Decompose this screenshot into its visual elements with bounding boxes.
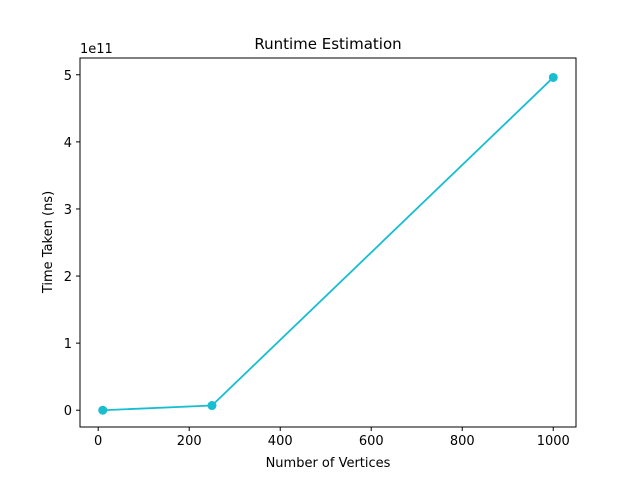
y-tick-label: 1 [64, 337, 72, 352]
chart-title: Runtime Estimation [254, 35, 401, 53]
plot-area [98, 72, 558, 415]
x-tick-label: 600 [359, 434, 384, 449]
y-axis-label: Time Taken (ns) [41, 191, 56, 294]
y-tick-label: 0 [64, 404, 72, 419]
x-axis-label: Number of Vertices [266, 456, 391, 471]
y-tick-label: 4 [64, 136, 72, 151]
x-tick-label: 200 [177, 434, 202, 449]
series-line [102, 76, 554, 412]
y-offset-label: 1e11 [80, 42, 113, 57]
y-tick-label: 2 [64, 270, 72, 285]
axis-ticks: 0 200 400 600 800 1000 0 1 2 3 4 5 [64, 69, 570, 449]
x-tick-label: 800 [450, 434, 475, 449]
x-tick-label: 400 [268, 434, 293, 449]
y-tick-label: 3 [64, 203, 72, 218]
data-point [98, 405, 108, 415]
x-tick-label: 0 [94, 434, 102, 449]
data-point [207, 401, 217, 411]
y-tick-label: 5 [64, 69, 72, 84]
data-point [548, 72, 558, 82]
axes-frame [79, 57, 577, 428]
x-tick-label: 1000 [537, 434, 570, 449]
